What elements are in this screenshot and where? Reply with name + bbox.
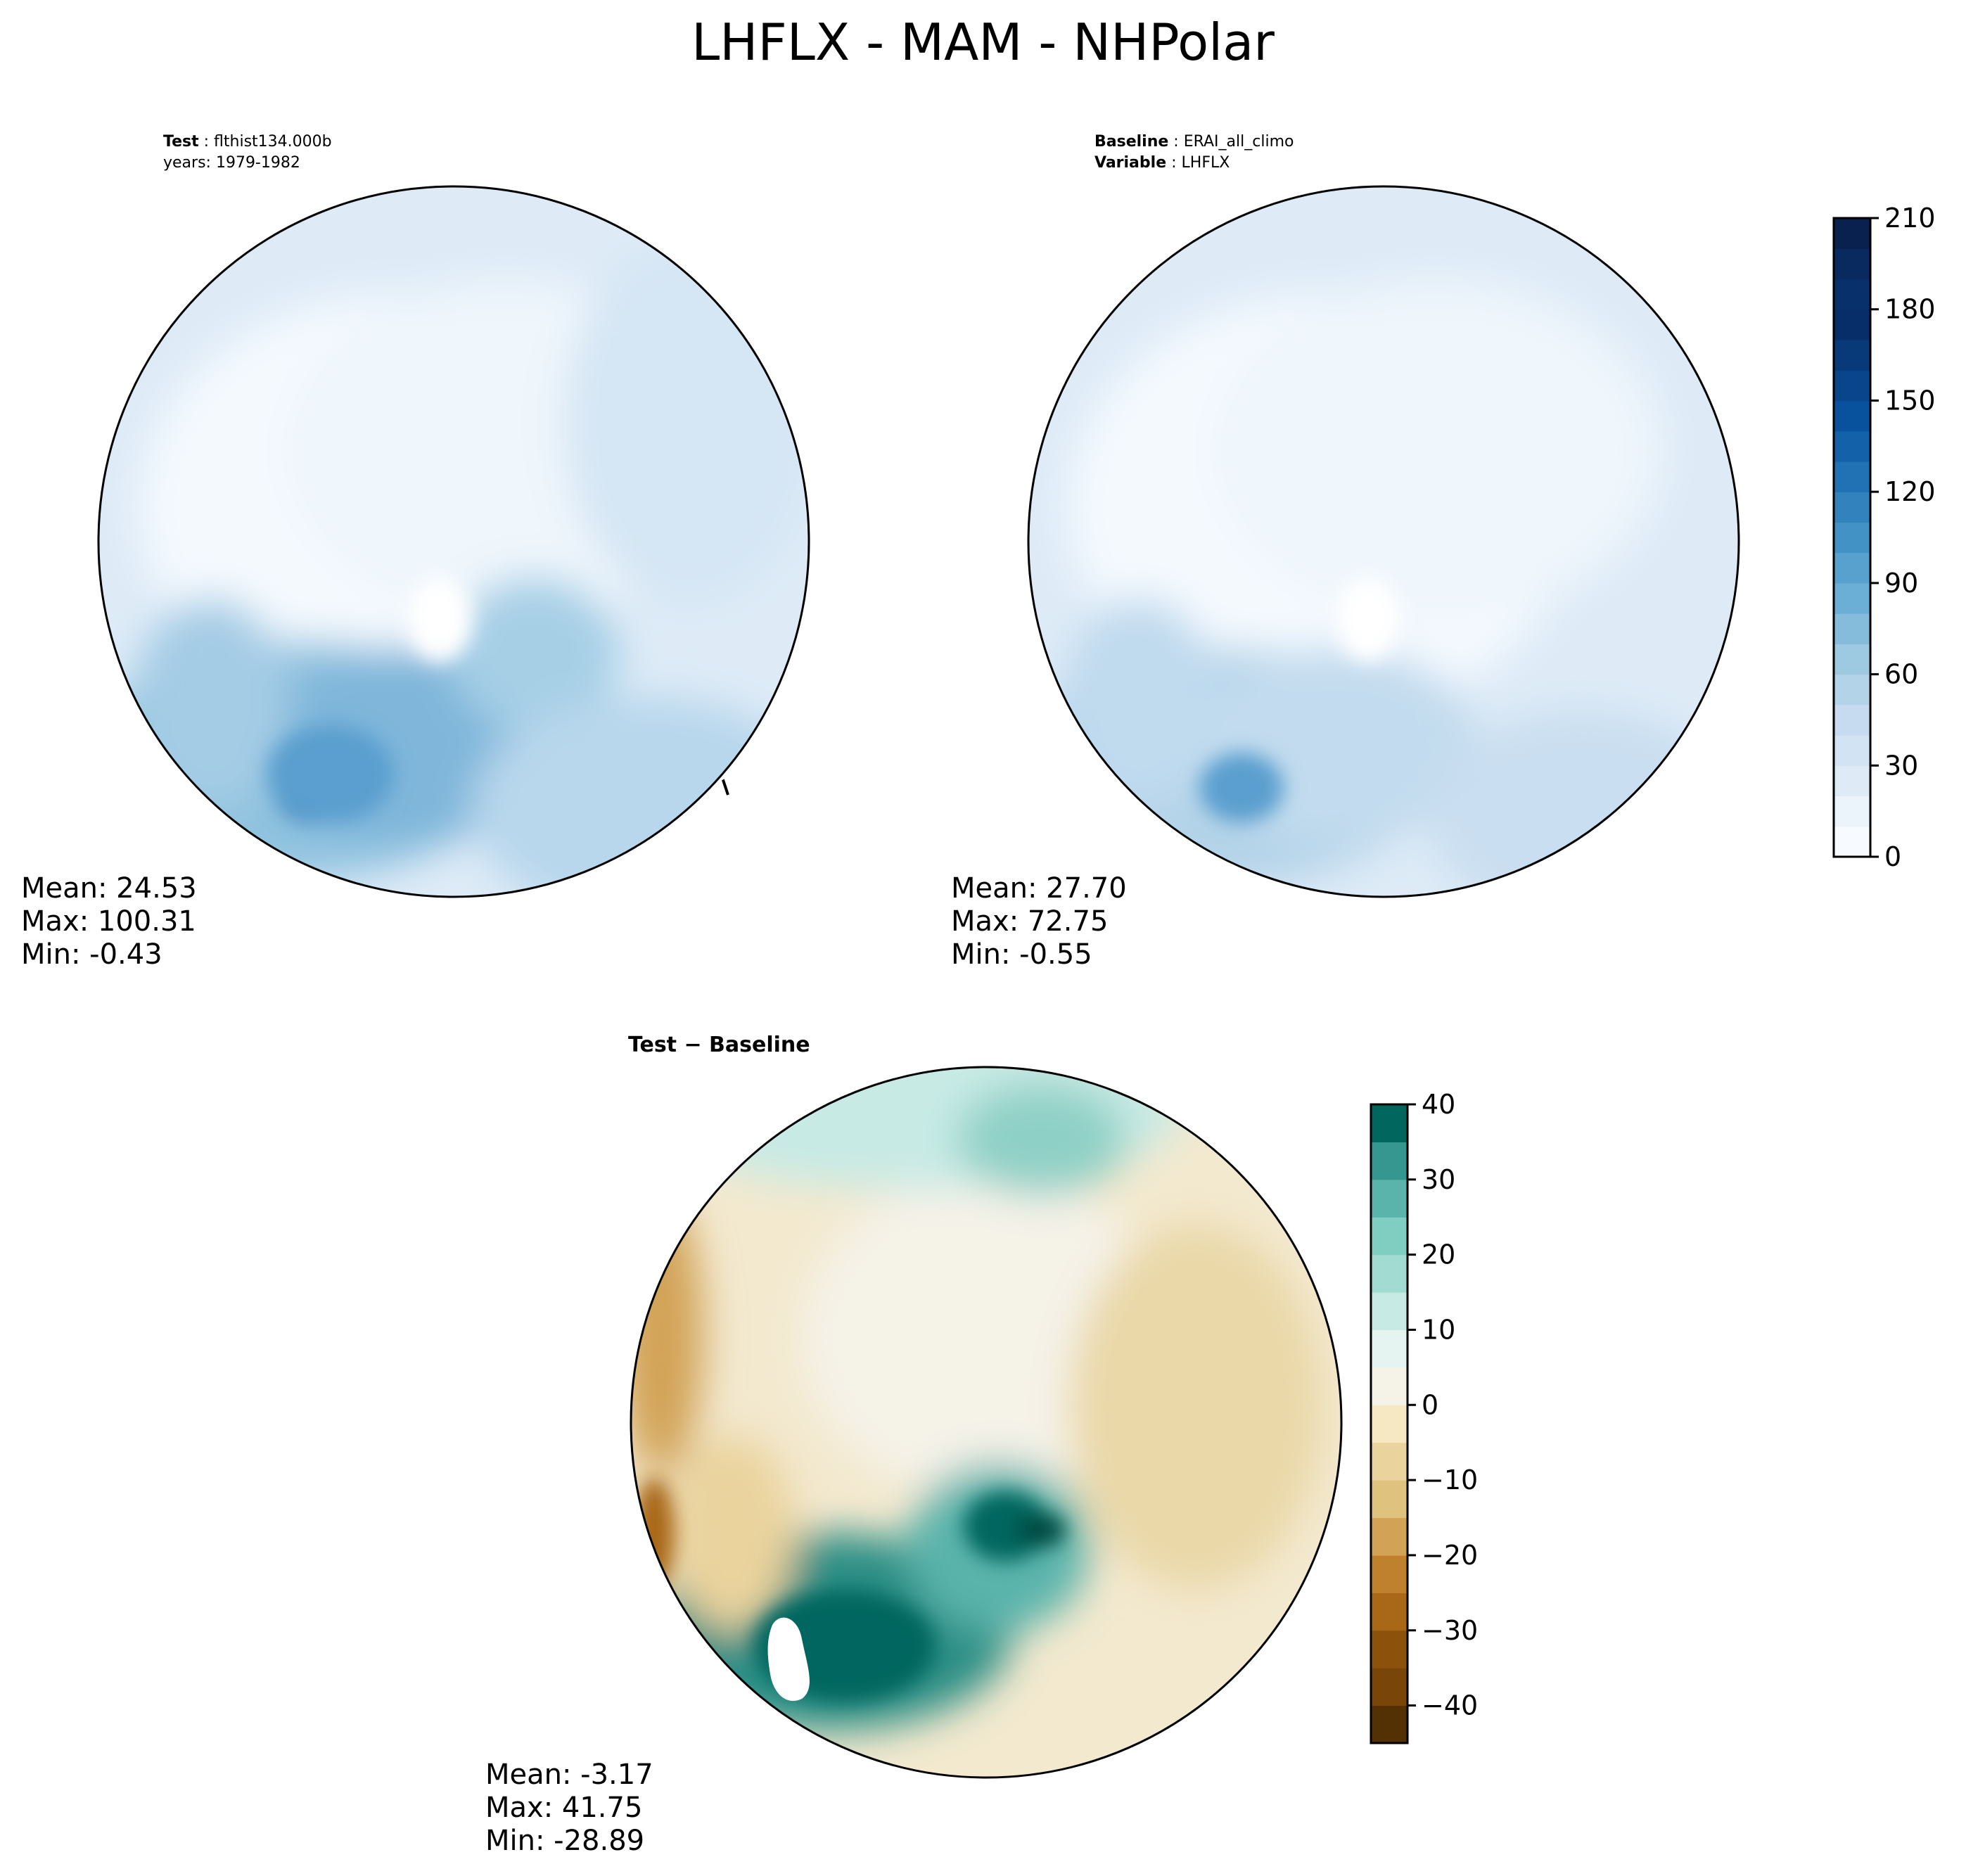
colorbar-segment [1371,1329,1408,1368]
header-value: flthist134.000b [214,133,332,151]
colorbar-tick-label: −40 [1422,1690,1478,1721]
colorbar-segment [1834,461,1870,492]
baseline-panel-header: Baseline : ERAI_all_climo Variable : LHF… [1094,132,1294,174]
colorbar-segment [1834,492,1870,523]
colorbar-segment [1371,1593,1408,1631]
colorbar-tick-label: −20 [1422,1540,1478,1571]
stat-min: Min: -0.55 [951,938,1092,971]
colorbar-tick-label: 30 [1422,1164,1455,1195]
colorbar-tick-label: 0 [1884,841,1901,872]
colorbar-tick-label: 180 [1884,294,1936,325]
header-key: Baseline [1094,133,1169,151]
colorbar-segment [1371,1668,1408,1706]
difference-map [630,1066,1343,1779]
colorbar-segment [1371,1179,1408,1218]
header-value: ERAI_all_climo [1183,133,1294,151]
difference-panel-header: Test − Baseline [628,1033,810,1057]
stat-min: Min: -0.43 [21,938,162,971]
colorbar-segment [1834,582,1870,614]
colorbar-segment [1834,522,1870,554]
colorbar-segment [1371,1517,1408,1556]
header-sep: : [1166,154,1182,172]
colorbar-segment [1371,1254,1408,1293]
test-panel-header: Test : flthist134.000b years: 1979-1982 [163,132,332,174]
baseline-map [1027,185,1740,898]
colorbar-segment [1834,309,1870,340]
stat-mean: Mean: 24.53 [21,872,197,905]
colorbar-segment [1371,1555,1408,1593]
colorbar-tick-label: 40 [1422,1089,1455,1120]
header-value: years: 1979-1982 [163,154,300,172]
colorbar-tick-label: 20 [1422,1239,1455,1270]
test-stats: Mean: 24.53 Max: 100.31 Min: -0.43 [21,872,197,971]
colorbar-segment [1371,1104,1408,1143]
colorbar-segment [1834,279,1870,310]
baseline-stats: Mean: 27.70 Max: 72.75 Min: -0.55 [951,872,1127,971]
header-key: Test [163,133,199,151]
colorbar-segment [1834,552,1870,584]
field-colorbar: 0 30 60 90 120 150 180 210 [1832,203,1936,872]
colorbar-tick-label: 10 [1422,1314,1455,1345]
colorbar-segment [1371,1630,1408,1668]
colorbar-segment [1834,430,1870,462]
colorbar-tick-label: −10 [1422,1465,1478,1495]
colorbar-segment [1834,400,1870,432]
header-value: LHFLX [1181,154,1230,172]
colorbar-frame [1832,217,1872,858]
colorbar-segment [1371,1705,1408,1744]
colorbar-segment [1371,1405,1408,1443]
colorbar-segment [1834,674,1870,706]
colorbar-tick-label: 30 [1884,750,1918,781]
header-sep: : [1168,133,1184,151]
figure-title: LHFLX - MAM - NHPolar [691,13,1275,72]
colorbar-segment [1834,339,1870,371]
map-boundary [630,1066,1343,1779]
difference-colorbar: −40 −30 −20 −10 0 10 20 30 40 [1370,1089,1478,1744]
colorbar-tick-label: 120 [1884,476,1936,507]
colorbar-segment [1834,704,1870,736]
test-map [97,185,810,898]
colorbar-segment [1834,248,1870,280]
colorbar-segment [1371,1217,1408,1256]
colorbar-segment [1834,370,1870,402]
colorbar-segment [1371,1480,1408,1519]
colorbar-segment [1371,1442,1408,1481]
map-boundary [97,185,810,898]
stat-min: Min: -28.89 [485,1825,645,1857]
stat-mean: Mean: 27.70 [951,872,1127,905]
colorbar-segment [1834,735,1870,766]
colorbar-tick-label: 210 [1884,203,1936,234]
stat-max: Max: 72.75 [951,905,1109,938]
colorbar-segment [1371,1292,1408,1331]
colorbar-tick-label: 60 [1884,659,1918,690]
stat-max: Max: 100.31 [21,905,196,938]
header-key: Variable [1094,154,1167,172]
colorbar-segment [1834,796,1870,827]
colorbar-tick-label: 90 [1884,568,1918,599]
colorbar-segment [1371,1142,1408,1180]
colorbar-tick-label: 0 [1422,1389,1438,1420]
colorbar-segment [1834,644,1870,675]
colorbar-segment [1834,765,1870,797]
colorbar-tick-label: 150 [1884,385,1936,416]
difference-stats: Mean: -3.17 Max: 41.75 Min: -28.89 [485,1759,653,1858]
header-sep: : [198,133,215,151]
colorbar-tick-label: −30 [1422,1615,1478,1646]
colorbar-segment [1371,1367,1408,1405]
colorbar-segment [1834,613,1870,644]
stat-mean: Mean: -3.17 [485,1759,653,1791]
missing-data-region [767,1617,810,1702]
colorbar-segment [1834,218,1870,249]
map-boundary [1027,185,1740,898]
colorbar-frame [1370,1103,1409,1744]
colorbar-segment [1834,826,1870,857]
stat-max: Max: 41.75 [485,1792,643,1824]
